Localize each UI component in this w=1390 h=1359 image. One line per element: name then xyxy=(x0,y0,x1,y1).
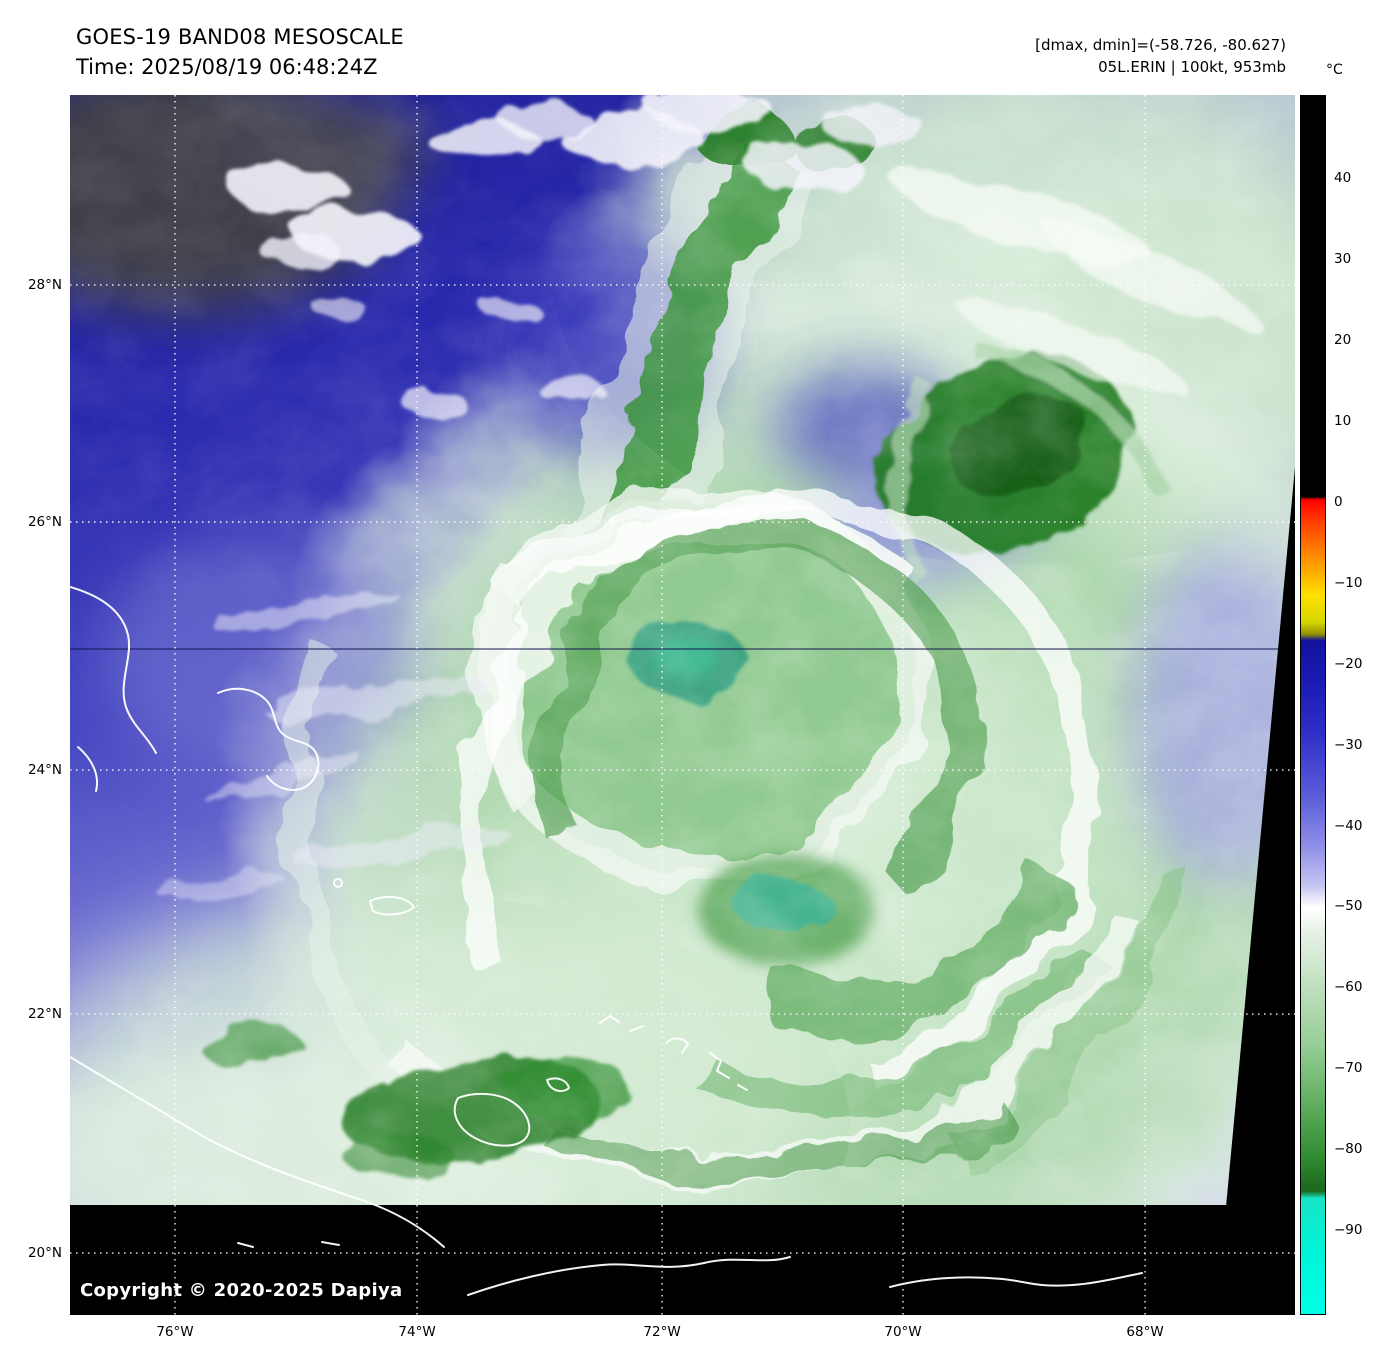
colorbar-tick-label: 20 xyxy=(1334,332,1352,349)
colorbar-tick-label: −90 xyxy=(1334,1222,1363,1239)
lon-tick-label: 72°W xyxy=(643,1324,681,1340)
header-right: [dmax, dmin]=(-58.726, -80.627) 05L.ERIN… xyxy=(1035,34,1286,78)
coastlines xyxy=(70,586,1143,1296)
colorbar-tick-label: −60 xyxy=(1334,979,1363,996)
storm-info-readout: 05L.ERIN | 100kt, 953mb xyxy=(1098,58,1286,76)
lon-tick-label: 76°W xyxy=(156,1324,194,1340)
lat-tick-label: 24°N xyxy=(27,762,62,779)
copyright-watermark: Copyright © 2020-2025 Dapiya xyxy=(80,1280,403,1301)
colorbar-unit-label: °C xyxy=(1326,62,1343,78)
cloud-texture-nw xyxy=(70,95,1295,1315)
no-data-right-wedge xyxy=(1226,467,1295,1207)
lat-tick-label: 26°N xyxy=(27,514,62,530)
colorbar-tick-label: 40 xyxy=(1334,170,1352,187)
lon-tick-label: 68°W xyxy=(1126,1324,1164,1340)
colorbar-tick-label: 10 xyxy=(1334,412,1352,429)
lon-tick-label: 74°W xyxy=(398,1324,436,1340)
lat-tick-label: 20°N xyxy=(27,1245,62,1262)
colorbar-tick-label: −10 xyxy=(1334,574,1363,591)
dmax-dmin-readout: [dmax, dmin]=(-58.726, -80.627) xyxy=(1035,36,1286,54)
no-data-bottom xyxy=(70,1205,1295,1315)
colorbar xyxy=(1300,95,1326,1315)
colorbar-tick-label: −80 xyxy=(1334,1141,1363,1158)
colorbar-tick-label: 30 xyxy=(1334,251,1352,268)
colorbar-tick-label: −40 xyxy=(1334,817,1363,834)
lat-tick-label: 22°N xyxy=(27,1006,62,1023)
lon-tick-label: 70°W xyxy=(884,1324,922,1340)
satellite-scene xyxy=(70,95,1295,1315)
latlon-gridlines xyxy=(70,95,1295,1315)
colorbar-tick-label: −20 xyxy=(1334,655,1363,672)
lat-tick-label: 28°N xyxy=(27,276,62,293)
satellite-image: Copyright © 2020-2025 Dapiya xyxy=(70,95,1295,1315)
colorbar-tick-label: −30 xyxy=(1334,736,1363,753)
colorbar-tick-label: −50 xyxy=(1334,898,1363,915)
header-left: GOES-19 BAND08 MESOSCALE Time: 2025/08/1… xyxy=(76,22,404,82)
product-title: GOES-19 BAND08 MESOSCALE xyxy=(76,25,404,49)
colorbar-tick-label: −70 xyxy=(1334,1060,1363,1077)
timestamp: Time: 2025/08/19 06:48:24Z xyxy=(76,55,378,79)
scan-seam-line xyxy=(70,648,1295,650)
colorbar-tick-label: 0 xyxy=(1334,493,1343,510)
